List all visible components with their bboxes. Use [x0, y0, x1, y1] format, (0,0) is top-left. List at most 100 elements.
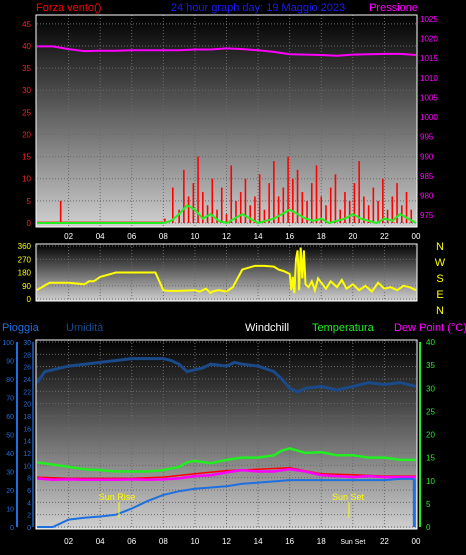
- rain-tick-label: 12: [23, 451, 31, 458]
- y-left-tick-label: 40: [22, 42, 31, 51]
- rain-tick-label: 8: [27, 476, 31, 483]
- panel-direction-border: [35, 243, 418, 302]
- series-layer: [35, 45, 417, 528]
- rain-tick-label: 14: [23, 439, 31, 446]
- x-tick-label-bottom: 22: [380, 537, 389, 546]
- y-left-tick-label: 20: [22, 130, 31, 139]
- direction-line: [36, 247, 417, 295]
- header-left: Forza vento(): [36, 2, 101, 14]
- direction-label-n-top: N: [436, 241, 444, 253]
- rain-tick-label: 0: [27, 525, 31, 532]
- y-left-tick-label: 30: [22, 86, 31, 95]
- y-right-tick-label: 1000: [420, 113, 438, 122]
- x-tick-label: 14: [254, 232, 263, 241]
- legend-windchill: Windchill: [245, 322, 289, 334]
- rain-line: [37, 477, 415, 528]
- direction-label-n-bottom: N: [436, 305, 444, 317]
- y-right-tick-label: 980: [420, 192, 434, 201]
- x-tick-label: 04: [96, 232, 105, 241]
- x-tick-label-bottom: 16: [285, 537, 294, 546]
- rain-tick-label: 22: [23, 389, 31, 396]
- panel-temp-bg: [36, 340, 417, 529]
- legend-dewpoint: Dew Point (°C): [394, 322, 466, 334]
- humidity-tick-label: 0: [10, 525, 14, 532]
- y-left-tick-label: 10: [22, 175, 31, 184]
- x-tick-label-bottom: 18: [317, 537, 326, 546]
- x-tick-label: 02: [64, 232, 73, 241]
- y-right-tick-label: 1020: [420, 35, 438, 44]
- sunrise-label: Sun Rise: [99, 492, 136, 502]
- temp-tick-label: 10: [426, 477, 435, 486]
- y-right-tick-label: 1025: [420, 15, 438, 24]
- humidity-tick-label: 30: [6, 470, 14, 477]
- x-tick-label: 08: [159, 232, 168, 241]
- x-tick-label-bottom: 02: [64, 537, 73, 546]
- dewpoint-line: [36, 467, 416, 482]
- x-tick-label-bottom: 04: [96, 537, 105, 546]
- legend-temperature: Temperatura: [312, 322, 375, 334]
- x-tick-label: 22: [380, 232, 389, 241]
- humidity-tick-label: 60: [6, 414, 14, 421]
- humidity-tick-label: 100: [2, 340, 14, 347]
- x-tick-label-bottom: 00: [412, 537, 421, 546]
- x-tick-label-bottom: 14: [254, 537, 263, 546]
- temp-tick-label: 20: [426, 431, 435, 440]
- x-tick-label-bottom: 10: [190, 537, 199, 546]
- y-left-tick-label: 0: [27, 219, 32, 228]
- temp-tick-label: 25: [426, 407, 435, 416]
- x-tick-label: 16: [285, 232, 294, 241]
- y-left-tick-label: 45: [22, 20, 31, 29]
- y-left-tick-label: 5: [27, 197, 32, 206]
- humidity-tick-label: 50: [6, 433, 14, 440]
- y-right-tick-label: 995: [420, 133, 434, 142]
- direction-tick-label: 90: [22, 282, 31, 291]
- sunset-label: Sun Set: [332, 492, 365, 502]
- temperature-line: [36, 447, 416, 473]
- x-tick-label-bottom: Sun Set: [340, 539, 365, 546]
- temp-tick-label: 0: [426, 523, 431, 532]
- windchill-line: [36, 467, 416, 480]
- humidity-tick-label: 40: [6, 451, 14, 458]
- x-tick-label: 10: [190, 232, 199, 241]
- humidity-tick-label: 70: [6, 396, 14, 403]
- direction-tick-label: 270: [18, 255, 32, 264]
- rain-tick-label: 6: [27, 488, 31, 495]
- y-left-tick-label: 35: [22, 64, 31, 73]
- humidity-tick-label: 90: [6, 359, 14, 366]
- temp-tick-label: 15: [426, 454, 435, 463]
- rain-tick-label: 16: [23, 426, 31, 433]
- x-tick-label: 06: [127, 232, 136, 241]
- x-tick-label-bottom: 06: [127, 537, 136, 546]
- rain-tick-label: 20: [23, 402, 31, 409]
- y-right-tick-label: 985: [420, 172, 434, 181]
- rain-tick-label: 30: [23, 340, 31, 347]
- humidity-tick-label: 80: [6, 377, 14, 384]
- rain-tick-label: 26: [23, 365, 31, 372]
- rain-tick-label: 2: [27, 513, 31, 520]
- y-left-tick-label: 25: [22, 108, 31, 117]
- direction-label-s: S: [436, 273, 443, 285]
- panel-temp-border: [35, 339, 418, 530]
- rain-tick-label: 24: [23, 377, 31, 384]
- y-right-tick-label: 1010: [420, 74, 438, 83]
- rain-tick-label: 10: [23, 463, 31, 470]
- temp-tick-label: 40: [426, 338, 435, 347]
- humidity-tick-label: 20: [6, 488, 14, 495]
- x-tick-label: 20: [348, 232, 357, 241]
- humidity-tick-label: 10: [6, 507, 14, 514]
- header-right: Pressione: [369, 2, 418, 14]
- x-tick-label-bottom: 08: [159, 537, 168, 546]
- gust-line: [37, 204, 417, 225]
- rain-bar-end: [412, 478, 416, 527]
- direction-tick-label: 0: [27, 295, 32, 304]
- x-tick-label: 12: [222, 232, 231, 241]
- rain-tick-label: 4: [27, 500, 31, 507]
- direction-tick-label: 180: [18, 269, 32, 278]
- panel-wind-border: [35, 14, 418, 228]
- y-left-tick-label: 15: [22, 153, 31, 162]
- direction-label-e: E: [436, 289, 443, 301]
- temp-tick-label: 35: [426, 361, 435, 370]
- y-right-tick-label: 1005: [420, 93, 438, 102]
- y-right-tick-label: 1015: [420, 54, 438, 63]
